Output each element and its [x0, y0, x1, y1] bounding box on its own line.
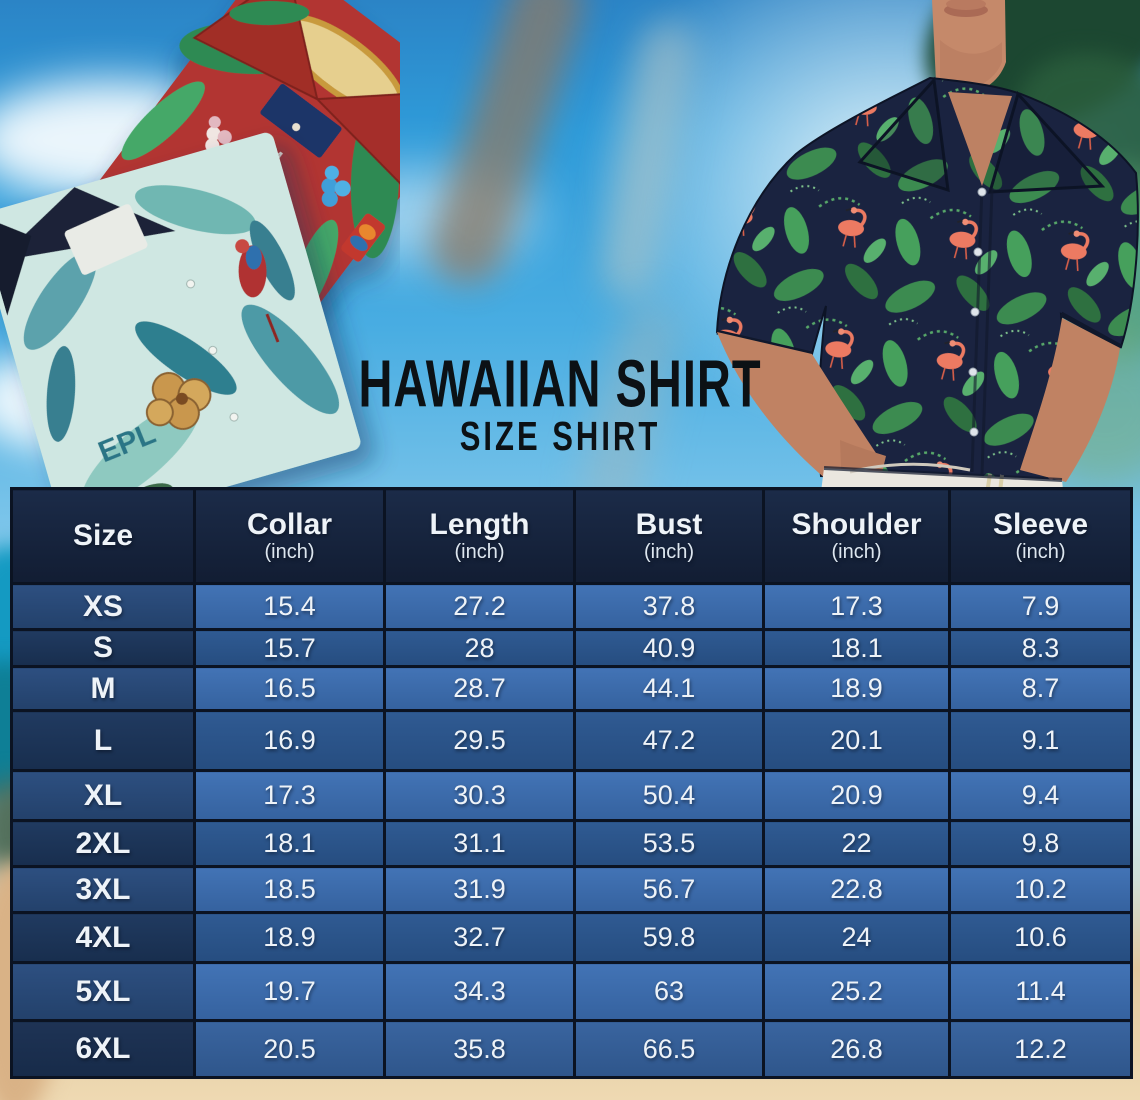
table-row: 4XL 18.9 32.7 59.8 24 10.6	[10, 911, 1133, 964]
table-row: L 16.9 29.5 47.2 20.1 9.1	[10, 709, 1133, 772]
value-cell: 29.5	[383, 709, 576, 772]
value-cell: 26.8	[762, 1019, 951, 1079]
value-cell: 28.7	[383, 665, 576, 712]
value-cell: 10.6	[948, 911, 1133, 964]
table-row: XS 15.4 27.2 37.8 17.3 7.9	[10, 582, 1133, 631]
value-cell: 63	[573, 961, 765, 1022]
value-cell: 17.3	[193, 769, 386, 822]
size-cell: 5XL	[10, 961, 196, 1022]
size-cell: 6XL	[10, 1019, 196, 1079]
size-table: Size Collar (inch) Length (inch) Bust (i…	[10, 487, 1133, 1079]
value-cell: 9.1	[948, 709, 1133, 772]
value-cell: 20.5	[193, 1019, 386, 1079]
table-row: S 15.7 28 40.9 18.1 8.3	[10, 628, 1133, 668]
value-cell: 31.9	[383, 865, 576, 914]
size-cell: 2XL	[10, 819, 196, 868]
palm-trunk-blur	[596, 17, 698, 303]
table-row: 2XL 18.1 31.1 53.5 22 9.8	[10, 819, 1133, 868]
value-cell: 50.4	[573, 769, 765, 822]
value-cell: 34.3	[383, 961, 576, 1022]
value-cell: 37.8	[573, 582, 765, 631]
value-cell: 25.2	[762, 961, 951, 1022]
value-cell: 18.9	[762, 665, 951, 712]
size-cell: 3XL	[10, 865, 196, 914]
value-cell: 53.5	[573, 819, 765, 868]
title-block: HAWAIIAN SHIRT SIZE SHIRT	[305, 344, 815, 459]
value-cell: 40.9	[573, 628, 765, 668]
value-cell: 28	[383, 628, 576, 668]
size-cell: S	[10, 628, 196, 668]
value-cell: 16.9	[193, 709, 386, 772]
value-cell: 18.9	[193, 911, 386, 964]
table-row: 3XL 18.5 31.9 56.7 22.8 10.2	[10, 865, 1133, 914]
column-header-shoulder: Shoulder (inch)	[762, 487, 951, 585]
parrot	[235, 239, 280, 343]
column-header-collar: Collar (inch)	[193, 487, 386, 585]
value-cell: 15.7	[193, 628, 386, 668]
value-cell: 27.2	[383, 582, 576, 631]
palm-trunk-blur	[420, 0, 594, 294]
size-table-body: XS 15.4 27.2 37.8 17.3 7.9 S 15.7 28 40.…	[10, 582, 1133, 1079]
page-subtitle: SIZE SHIRT	[459, 413, 661, 460]
value-cell: 32.7	[383, 911, 576, 964]
value-cell: 59.8	[573, 911, 765, 964]
value-cell: 18.1	[193, 819, 386, 868]
value-cell: 18.1	[762, 628, 951, 668]
value-cell: 22	[762, 819, 951, 868]
value-cell: 11.4	[948, 961, 1133, 1022]
value-cell: 9.8	[948, 819, 1133, 868]
value-cell: 56.7	[573, 865, 765, 914]
page-title: HAWAIIAN SHIRT	[358, 345, 762, 421]
size-cell: XS	[10, 582, 196, 631]
column-header-sleeve: Sleeve (inch)	[948, 487, 1133, 585]
value-cell: 66.5	[573, 1019, 765, 1079]
size-cell: 4XL	[10, 911, 196, 964]
table-row: XL 17.3 30.3 50.4 20.9 9.4	[10, 769, 1133, 822]
value-cell: 18.5	[193, 865, 386, 914]
value-cell: 7.9	[948, 582, 1133, 631]
value-cell: 12.2	[948, 1019, 1133, 1079]
value-cell: 16.5	[193, 665, 386, 712]
size-cell: L	[10, 709, 196, 772]
table-row: 6XL 20.5 35.8 66.5 26.8 12.2	[10, 1019, 1133, 1079]
value-cell: 30.3	[383, 769, 576, 822]
value-cell: 20.1	[762, 709, 951, 772]
size-cell: M	[10, 665, 196, 712]
value-cell: 35.8	[383, 1019, 576, 1079]
size-cell: XL	[10, 769, 196, 822]
value-cell: 17.3	[762, 582, 951, 631]
value-cell: 8.3	[948, 628, 1133, 668]
value-cell: 19.7	[193, 961, 386, 1022]
value-cell: 8.7	[948, 665, 1133, 712]
value-cell: 22.8	[762, 865, 951, 914]
value-cell: 9.4	[948, 769, 1133, 822]
value-cell: 20.9	[762, 769, 951, 822]
value-cell: 24	[762, 911, 951, 964]
value-cell: 10.2	[948, 865, 1133, 914]
table-row: M 16.5 28.7 44.1 18.9 8.7	[10, 665, 1133, 712]
value-cell: 44.1	[573, 665, 765, 712]
hibiscus-flower-gold	[145, 372, 212, 431]
table-row: 5XL 19.7 34.3 63 25.2 11.4	[10, 961, 1133, 1022]
value-cell: 31.1	[383, 819, 576, 868]
value-cell: 47.2	[573, 709, 765, 772]
column-header-bust: Bust (inch)	[573, 487, 765, 585]
value-cell: 15.4	[193, 582, 386, 631]
header-row: Size Collar (inch) Length (inch) Bust (i…	[10, 487, 1133, 585]
column-header-length: Length (inch)	[383, 487, 576, 585]
column-header-size: Size	[10, 487, 196, 585]
